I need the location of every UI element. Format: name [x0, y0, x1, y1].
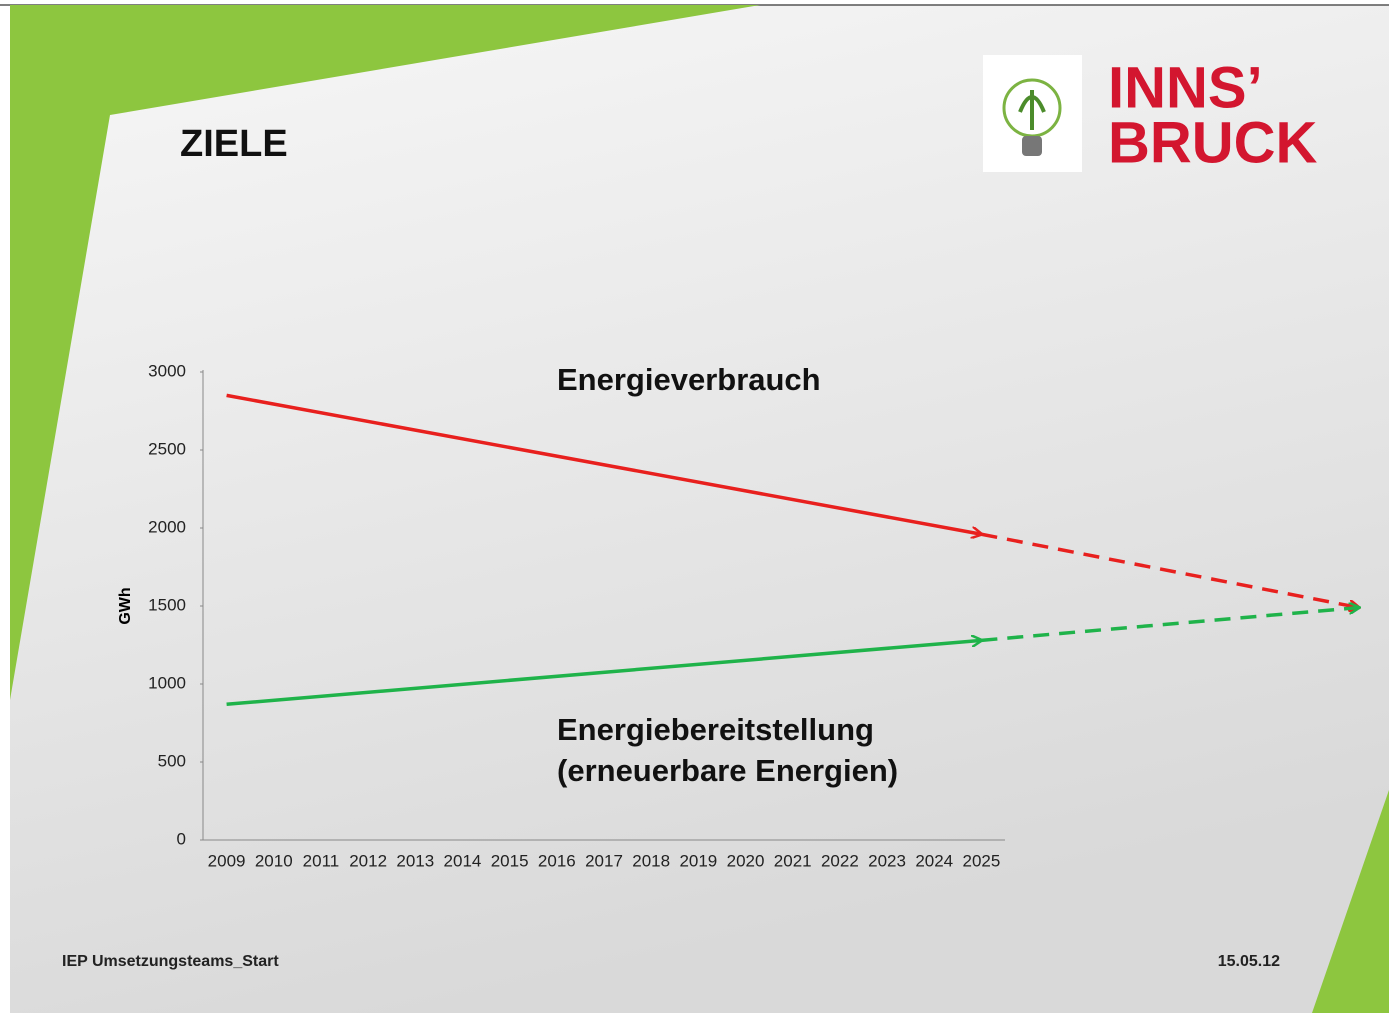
series-line: [226, 640, 982, 707]
x-tick-label: 2023: [868, 851, 906, 870]
y-tick-label: 2500: [148, 439, 186, 458]
series-label: Energieverbrauch: [557, 362, 821, 397]
slide-title: ZIELE: [180, 123, 288, 165]
x-tick-label: 2012: [349, 851, 387, 870]
x-tick-label: 2018: [632, 851, 670, 870]
x-tick-label: 2019: [679, 851, 717, 870]
projection-line: [981, 608, 1358, 643]
x-tick-label: 2025: [962, 851, 1000, 870]
y-tick-label: 3000: [148, 361, 186, 380]
logo-text: BRUCK: [1108, 110, 1318, 175]
x-tick-label: 2016: [538, 851, 576, 870]
x-tick-label: 2022: [821, 851, 859, 870]
logo: INNS’ BRUCK: [983, 55, 1318, 175]
y-tick-label: 500: [158, 751, 186, 770]
y-tick-label: 0: [177, 829, 186, 848]
y-tick-label: 1500: [148, 595, 186, 614]
bulb-base: [1022, 136, 1042, 156]
x-tick-label: 2020: [727, 851, 765, 870]
x-tick-label: 2009: [208, 851, 246, 870]
series-label-note: (erneuerbare Energien): [557, 753, 898, 788]
x-tick-label: 2010: [255, 851, 293, 870]
x-tick-label: 2011: [303, 851, 340, 870]
footer-left: IEP Umsetzungsteams_Start: [62, 953, 279, 970]
chart: 0 500 1000 1500 2000 2500 3000 2009 2010 2011 2012…: [117, 361, 1359, 870]
footer-right: 15.05.12: [1218, 953, 1280, 970]
series-label: Energiebereitstellung: [557, 712, 874, 747]
background: [10, 5, 1389, 1013]
projection-line: [981, 532, 1358, 607]
green-wedge: [1312, 790, 1389, 1013]
x-tick-label: 2021: [774, 851, 812, 870]
y-tick-label: 2000: [148, 517, 186, 536]
logo-text: INNS’: [1108, 55, 1263, 120]
x-tick-label: 2015: [491, 851, 529, 870]
x-tick-label: 2013: [396, 851, 434, 870]
y-tick-label: 1000: [148, 673, 186, 692]
x-tick-label: 2017: [585, 851, 623, 870]
green-wedge: [10, 5, 760, 700]
x-tick-label: 2024: [915, 851, 953, 870]
x-tick-label: 2014: [444, 851, 482, 870]
series-line: [226, 393, 982, 534]
y-axis-label: GWh: [117, 587, 134, 624]
